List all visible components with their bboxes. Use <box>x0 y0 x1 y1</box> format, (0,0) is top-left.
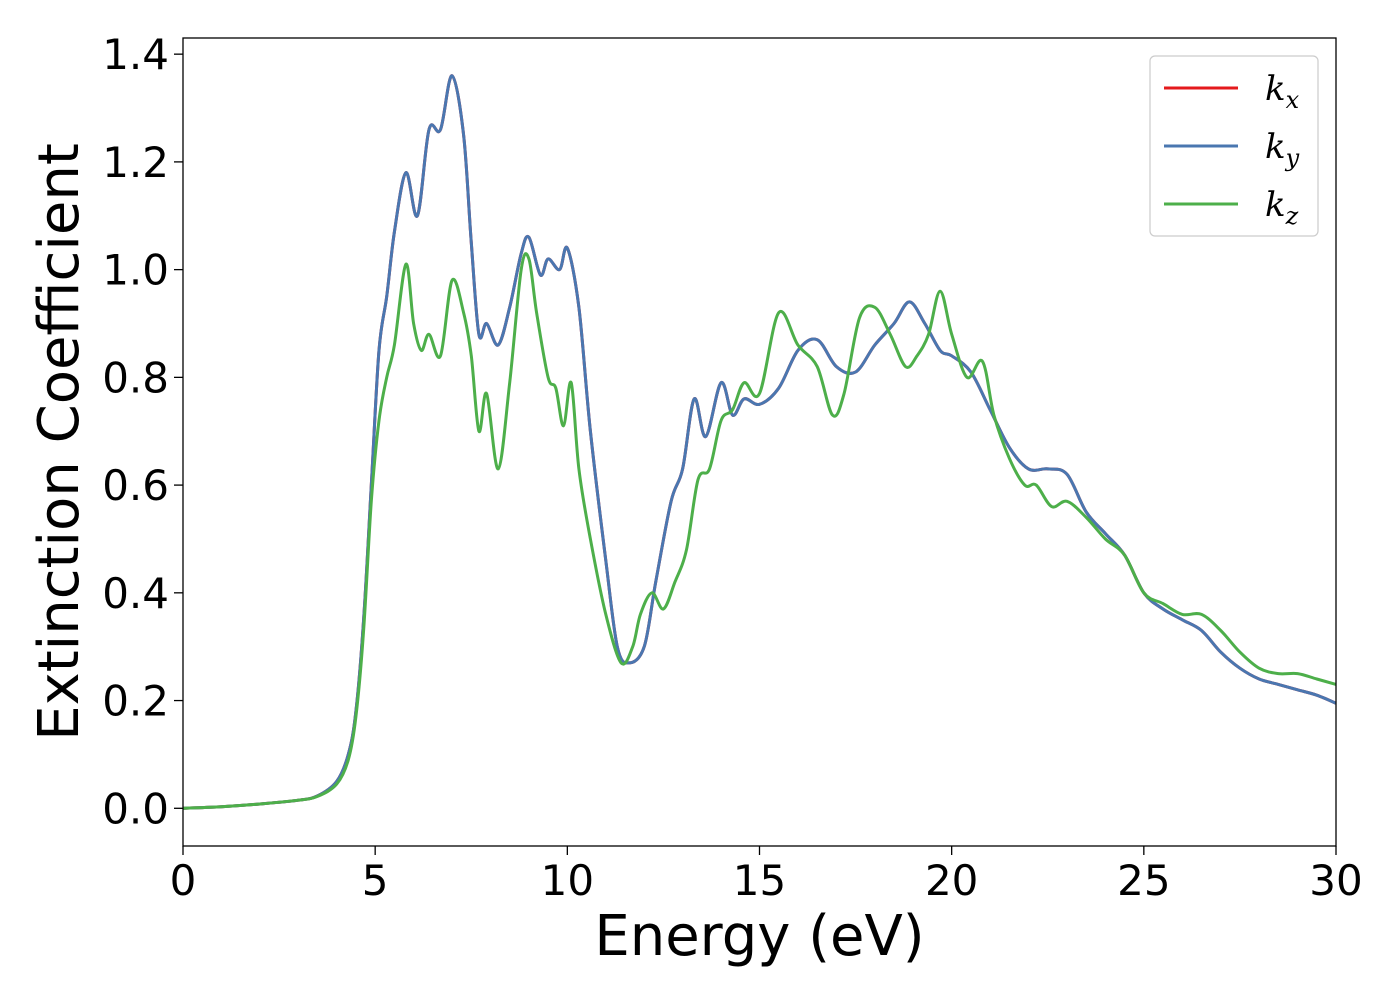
x-axis-title: Energy (eV) <box>594 904 924 969</box>
x-tick-label: 0 <box>170 856 197 905</box>
x-tick-label: 20 <box>925 856 978 905</box>
y-tick-label: 0.0 <box>102 784 169 833</box>
x-tick-label: 5 <box>362 856 389 905</box>
x-tick-label: 25 <box>1117 856 1170 905</box>
x-axis-ticks: 0 5 10 15 20 25 30 <box>170 846 1363 905</box>
y-axis-title: Extinction Coefficient <box>27 143 92 741</box>
legend-label: kz <box>1265 185 1299 230</box>
x-tick-label: 30 <box>1309 856 1362 905</box>
y-tick-label: 1.2 <box>102 138 169 187</box>
series-line-k-z <box>182 252 1337 810</box>
y-tick-label: 0.6 <box>102 461 169 510</box>
y-tick-label: 0.4 <box>102 569 169 618</box>
legend-label: ky <box>1265 127 1300 172</box>
legend-items: kx ky kz <box>1164 69 1300 230</box>
y-tick-label: 0.8 <box>102 353 169 402</box>
y-axis-ticks: 0.0 0.2 0.4 0.6 0.8 1.0 1.2 1.4 <box>102 30 183 833</box>
legend-item-k-z: kz <box>1164 185 1299 230</box>
y-tick-label: 0.2 <box>102 677 169 726</box>
legend-item-k-y: ky <box>1164 127 1300 172</box>
series-layer <box>182 74 1337 810</box>
y-tick-label: 1.0 <box>102 246 169 295</box>
x-tick-label: 10 <box>541 856 594 905</box>
legend-item-k-x: kx <box>1164 69 1300 114</box>
series-line-k-y <box>182 74 1337 810</box>
y-tick-label: 1.4 <box>102 30 169 79</box>
x-tick-label: 15 <box>733 856 786 905</box>
legend: kx ky kz <box>1149 55 1319 237</box>
legend-label: kx <box>1265 69 1300 114</box>
